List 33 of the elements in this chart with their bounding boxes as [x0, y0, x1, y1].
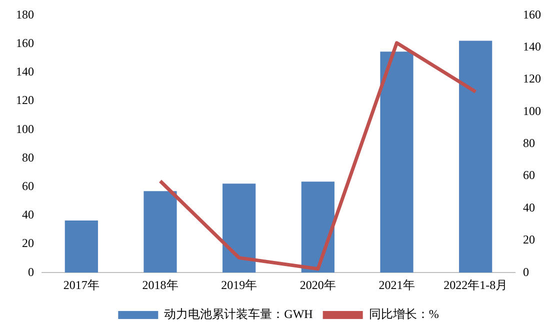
legend-label: 同比增长：%	[368, 307, 439, 322]
y-tick-label: 80	[22, 150, 34, 164]
y2-tick-label: 120	[523, 72, 541, 86]
y2-tick-label: 60	[523, 168, 535, 182]
y-tick-label: 40	[22, 208, 34, 222]
bar	[380, 52, 414, 273]
y2-tick-label: 20	[523, 232, 535, 247]
bar	[459, 40, 492, 273]
y2-tick-label: 100	[523, 104, 541, 118]
y-tick-label: 180	[16, 7, 34, 22]
x-tick-label: 2021年	[378, 278, 415, 292]
bar	[64, 220, 98, 273]
bar	[222, 184, 256, 273]
bar	[301, 182, 334, 273]
y-tick-label: 60	[22, 178, 34, 193]
y-tick-label: 20	[22, 236, 34, 250]
y2-tick-label: 80	[523, 136, 535, 150]
y-tick-label: 100	[16, 122, 34, 136]
x-tick-label: 2022年1-8月	[444, 278, 508, 292]
legend-label: 动力电池累计装车量：GWH	[164, 307, 314, 322]
y2-tick-label: 0	[523, 264, 529, 279]
y-tick-label: 160	[16, 36, 34, 50]
y-tick-label: 140	[16, 64, 34, 79]
x-tick-label: 2018年	[142, 278, 178, 292]
x-tick-label: 2019年	[221, 278, 258, 292]
bar	[144, 191, 177, 273]
y2-tick-label: 160	[523, 7, 541, 22]
y2-tick-label: 40	[523, 200, 535, 214]
x-tick-label: 2017年	[63, 278, 100, 292]
x-tick-label: 2020年	[300, 278, 336, 292]
y2-tick-label: 140	[523, 40, 541, 54]
y-tick-label: 0	[28, 264, 34, 279]
y-tick-label: 120	[16, 93, 34, 108]
